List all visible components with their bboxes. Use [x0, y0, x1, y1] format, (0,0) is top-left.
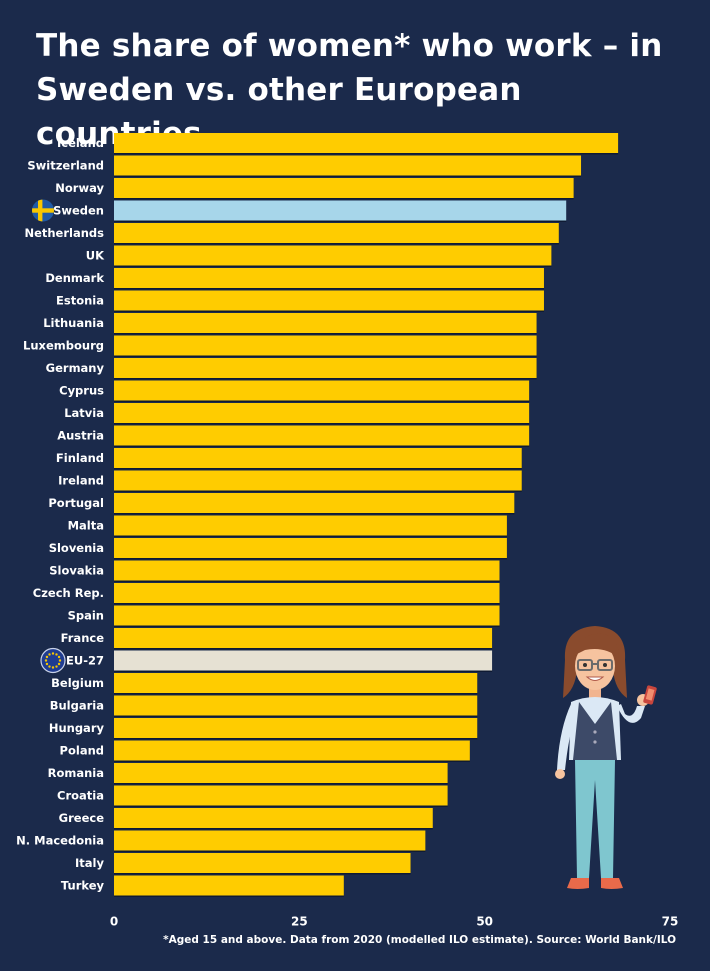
- x-tick-label-75: 75: [662, 915, 679, 929]
- bar-austria: [114, 425, 530, 446]
- bar-switzerland: [114, 155, 582, 176]
- bar-malta: [114, 515, 507, 536]
- bar-uk: [114, 245, 552, 266]
- x-tick-label-50: 50: [476, 915, 493, 929]
- bar-croatia: [114, 785, 448, 806]
- bar-turkey: [114, 875, 344, 896]
- category-label-netherlands: Netherlands: [24, 226, 104, 240]
- category-label-spain: Spain: [68, 609, 104, 623]
- bar-france: [114, 628, 493, 648]
- bar-sweden: [114, 200, 567, 221]
- chart-title: The share of women* who work – in Sweden…: [36, 24, 696, 156]
- category-label-malta: Malta: [68, 519, 104, 533]
- category-label-switzerland: Switzerland: [27, 159, 104, 173]
- category-label-eu-27: EU-27: [66, 654, 104, 668]
- bar-hungary: [114, 718, 478, 738]
- sweden-flag-icon: [32, 199, 54, 222]
- eu-flag-icon: [40, 647, 66, 674]
- bar-netherlands: [114, 223, 559, 243]
- category-label-norway: Norway: [55, 181, 104, 195]
- bar-cyprus: [114, 380, 530, 401]
- category-label-cyprus: Cyprus: [59, 384, 104, 398]
- woman-illustration: [555, 626, 657, 889]
- bar-finland: [114, 448, 522, 468]
- category-label-croatia: Croatia: [57, 789, 104, 803]
- category-label-sweden: Sweden: [53, 204, 104, 218]
- category-label-germany: Germany: [46, 361, 105, 375]
- bar-ireland: [114, 470, 522, 491]
- bar-belgium: [114, 673, 478, 693]
- bar-spain: [114, 605, 500, 626]
- x-tick-label-0: 0: [110, 915, 118, 929]
- category-label-portugal: Portugal: [48, 496, 104, 510]
- category-label-lithuania: Lithuania: [43, 316, 104, 330]
- category-label-iceland: Iceland: [57, 136, 104, 150]
- category-label-hungary: Hungary: [49, 721, 105, 735]
- category-label-czech-rep: Czech Rep.: [33, 586, 104, 600]
- bar-norway: [114, 178, 574, 198]
- source-note: *Aged 15 and above. Data from 2020 (mode…: [163, 934, 676, 946]
- category-label-finland: Finland: [56, 451, 104, 465]
- category-label-uk: UK: [86, 249, 105, 263]
- category-label-latvia: Latvia: [64, 406, 104, 420]
- title-line-1: The share of women* who work – in: [36, 28, 663, 64]
- category-label-greece: Greece: [59, 811, 105, 825]
- bar-lithuania: [114, 313, 537, 333]
- category-label-luxembourg: Luxembourg: [23, 339, 104, 353]
- bar-n-macedonia: [114, 830, 426, 851]
- category-label-turkey: Turkey: [61, 879, 105, 893]
- bar-denmark: [114, 268, 544, 288]
- category-label-france: France: [61, 631, 105, 645]
- bar-czech-rep: [114, 583, 500, 603]
- category-label-romania: Romania: [48, 766, 104, 780]
- bar-slovakia: [114, 560, 500, 581]
- category-label-n-macedonia: N. Macedonia: [16, 834, 104, 848]
- bar-germany: [114, 358, 537, 378]
- bar-greece: [114, 808, 433, 828]
- bar-luxembourg: [114, 335, 537, 356]
- category-label-denmark: Denmark: [45, 271, 104, 285]
- bar-iceland: [114, 133, 619, 153]
- category-label-slovenia: Slovenia: [49, 541, 104, 555]
- bar-latvia: [114, 403, 530, 423]
- bar-slovenia: [114, 538, 507, 558]
- category-label-slovakia: Slovakia: [49, 564, 104, 578]
- bar-bulgaria: [114, 695, 478, 716]
- category-label-italy: Italy: [75, 856, 104, 870]
- category-label-austria: Austria: [57, 429, 104, 443]
- bar-poland: [114, 740, 470, 761]
- bar-eu-27: [114, 650, 493, 671]
- bar-estonia: [114, 290, 544, 311]
- category-label-belgium: Belgium: [51, 676, 104, 690]
- bar-romania: [114, 763, 448, 783]
- category-label-bulgaria: Bulgaria: [50, 699, 104, 713]
- x-tick-label-25: 25: [291, 915, 308, 929]
- bar-italy: [114, 853, 411, 873]
- category-label-ireland: Ireland: [58, 474, 104, 488]
- category-label-poland: Poland: [60, 744, 104, 758]
- bar-chart: Iceland Switzerland Norway Sweden Netherland…: [16, 133, 679, 929]
- bar-portugal: [114, 493, 515, 513]
- category-label-estonia: Estonia: [56, 294, 104, 308]
